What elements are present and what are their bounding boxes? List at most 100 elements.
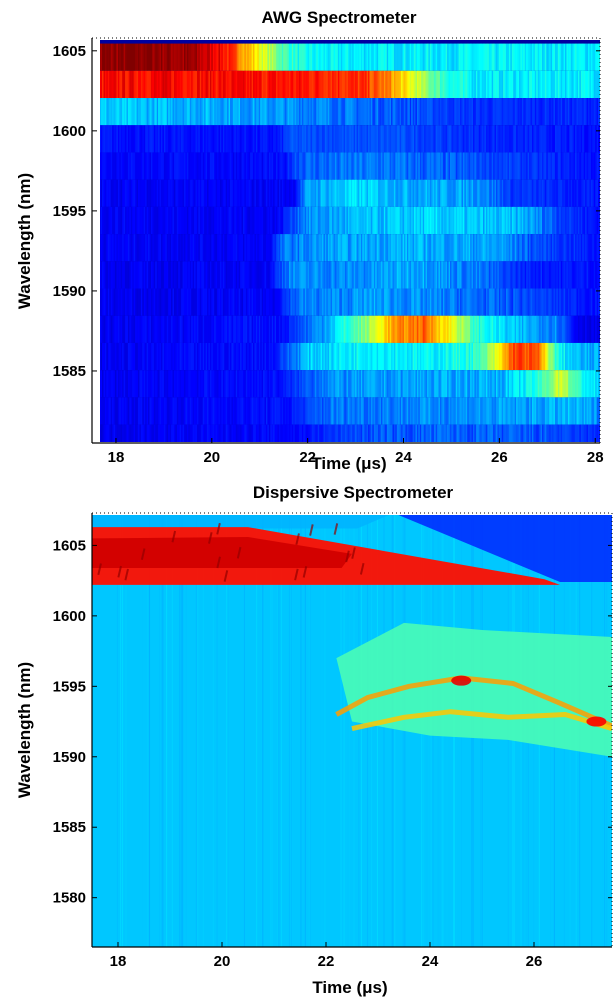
awg-cell — [457, 261, 460, 289]
awg-cell — [396, 397, 399, 425]
awg-cell — [412, 152, 415, 180]
awg-cell — [95, 234, 97, 261]
awg-cell — [322, 288, 324, 316]
awg-cell — [595, 315, 598, 343]
awg-cell — [399, 261, 402, 289]
awg-cell — [334, 234, 337, 262]
awg-cell — [293, 179, 296, 207]
awg-cell — [464, 397, 467, 425]
awg-cell — [485, 152, 488, 180]
awg-cell — [334, 397, 337, 425]
awg-cell — [552, 43, 554, 71]
awg-cell — [588, 152, 590, 180]
awg-cell — [445, 397, 448, 425]
awg-cell — [378, 179, 380, 207]
awg-cell — [491, 98, 494, 126]
awg-cell — [534, 234, 537, 262]
awg-cell — [102, 152, 104, 180]
awg-cell — [422, 397, 425, 425]
awg-cell — [382, 206, 385, 235]
awg-cell — [184, 206, 186, 235]
awg-cell — [235, 43, 238, 71]
awg-cell — [483, 234, 485, 262]
awg-cell — [109, 98, 112, 126]
awg-cell — [543, 397, 546, 425]
awg-cell — [497, 288, 500, 316]
awg-cell — [270, 315, 273, 343]
awg-cell — [238, 98, 241, 126]
awg-cell — [539, 370, 541, 398]
awg-cell — [288, 70, 291, 99]
awg-cell — [383, 125, 386, 153]
awg-cell — [323, 342, 326, 371]
awg-cell — [288, 152, 291, 180]
awg-cell — [533, 98, 536, 126]
awg-cell — [231, 152, 234, 180]
awg-cell — [314, 315, 317, 343]
awg-cell — [333, 43, 336, 71]
awg-cell — [580, 70, 583, 99]
awg-cell — [401, 70, 403, 99]
awg-cell — [281, 70, 284, 99]
awg-cell — [224, 370, 227, 398]
awg-cell — [219, 370, 222, 398]
awg-cell — [580, 98, 583, 126]
awg-cell — [309, 179, 311, 207]
awg-cell — [222, 152, 225, 180]
awg-cell — [507, 152, 510, 180]
awg-cell — [353, 98, 356, 126]
awg-cell — [273, 70, 275, 99]
awg-cell — [519, 98, 521, 126]
awg-channel-row — [100, 315, 600, 343]
awg-cell — [278, 43, 281, 71]
awg-cell — [366, 288, 369, 316]
awg-cell — [195, 397, 198, 425]
awg-cell — [288, 125, 291, 153]
awg-cell — [278, 98, 281, 126]
awg-cell — [336, 43, 339, 71]
awg-cell — [360, 43, 363, 71]
awg-cell — [457, 206, 460, 235]
awg-cell — [343, 98, 346, 126]
awg-cell — [235, 315, 238, 343]
awg-cell — [176, 70, 179, 99]
awg-cell — [471, 179, 474, 207]
awg-cell — [448, 261, 451, 289]
awg-cell — [461, 125, 464, 153]
awg-cell — [150, 179, 153, 207]
awg-cell — [426, 315, 429, 343]
awg-cell — [520, 70, 523, 99]
awg-cell — [297, 234, 300, 262]
awg-cell — [117, 70, 120, 99]
awg-cell — [598, 125, 600, 153]
awg-cell — [182, 315, 185, 343]
awg-cell — [372, 43, 375, 71]
awg-cell — [204, 261, 206, 289]
awg-cell — [406, 70, 409, 99]
awg-cell — [405, 315, 408, 343]
awg-cell — [221, 98, 224, 126]
awg-cell — [550, 261, 553, 289]
awg-cell — [444, 98, 447, 126]
awg-cell — [379, 261, 382, 289]
awg-cell — [286, 288, 288, 316]
awg-cell — [263, 98, 265, 126]
awg-cell — [365, 261, 368, 289]
awg-cell — [297, 370, 300, 398]
awg-cell — [498, 70, 501, 99]
awg-cell — [230, 234, 232, 262]
awg-cell — [504, 70, 507, 99]
awg-cell — [294, 234, 297, 262]
awg-cell — [162, 98, 165, 126]
awg-cell — [329, 397, 332, 425]
awg-cell — [102, 43, 104, 71]
awg-cell — [316, 315, 319, 343]
awg-cell — [198, 397, 201, 425]
awg-cell — [326, 125, 329, 153]
awg-cell — [185, 288, 188, 316]
awg-cell — [320, 370, 323, 398]
awg-cell — [366, 397, 369, 425]
awg-cell — [426, 179, 429, 207]
awg-cell — [181, 125, 183, 153]
awg-cell — [579, 206, 582, 235]
